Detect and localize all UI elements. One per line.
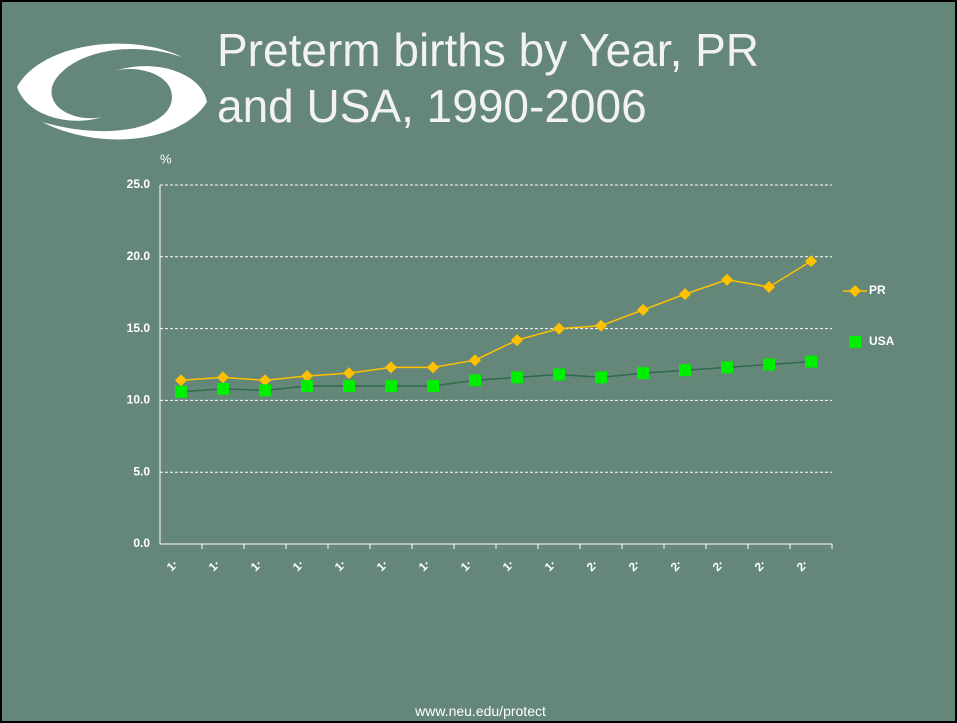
series-line [180,260,812,382]
data-point [427,361,439,374]
data-point [595,319,607,332]
data-point [469,354,481,367]
logo [17,43,207,140]
y-tick-label: 10.0 [127,393,151,407]
data-point [679,288,691,301]
data-point [553,368,565,381]
data-point [721,273,733,286]
data-point [427,380,439,393]
data-point [595,371,607,384]
data-point [511,371,523,384]
y-tick-label: 0.0 [133,536,150,550]
x-tick-label: 1· [458,557,475,574]
legend-marker [849,336,861,348]
data-point [259,384,271,397]
data-point [511,334,523,347]
data-point [553,322,565,335]
data-point [763,358,775,371]
slide-title: Preterm births by Year, PR and USA, 1990… [217,24,760,132]
data-point [301,369,313,382]
data-point [175,374,187,387]
data-point [679,364,691,377]
data-point [301,380,313,393]
data-point [763,280,775,293]
data-point [343,367,355,380]
data-point [385,361,397,374]
x-tick-label: 1· [290,557,307,574]
x-tick-label: 2· [668,557,685,574]
x-tick-label: 1· [248,557,265,574]
x-tick-label: 1· [374,557,391,574]
legend-label: USA [869,334,895,348]
data-point [721,361,733,374]
data-point [805,355,817,368]
footer: www.neu.edu/protect [415,703,546,719]
x-tick-label: 2· [626,557,643,574]
x-tick-label: 2· [752,557,769,574]
data-point [637,303,649,316]
legend-label: PR [869,283,886,297]
x-tick-label: 1· [164,557,181,574]
data-point [469,374,481,387]
x-tick-label: 1· [332,557,349,574]
y-tick-label: 25.0 [127,177,151,191]
x-tick-label: 1· [416,557,433,574]
y-tick-label: 5.0 [133,464,150,478]
y-axis-label: % [160,151,172,166]
y-tick-label: 15.0 [127,321,151,335]
x-tick-label: 1· [500,557,517,574]
x-tick-label: 2· [710,557,727,574]
data-point [217,382,229,395]
series-line [180,360,812,393]
x-tick-label: 2· [584,557,601,574]
data-point [343,380,355,393]
x-tick-label: 1· [206,557,223,574]
x-tick-label: 1· [542,557,559,574]
data-point [385,380,397,393]
x-tick-label: 2· [794,557,811,574]
data-point [175,385,187,398]
data-point [805,255,817,268]
y-tick-label: 20.0 [127,249,151,263]
legend-marker [849,285,861,297]
data-point [259,374,271,387]
data-point [637,367,649,380]
data-point [217,371,229,384]
